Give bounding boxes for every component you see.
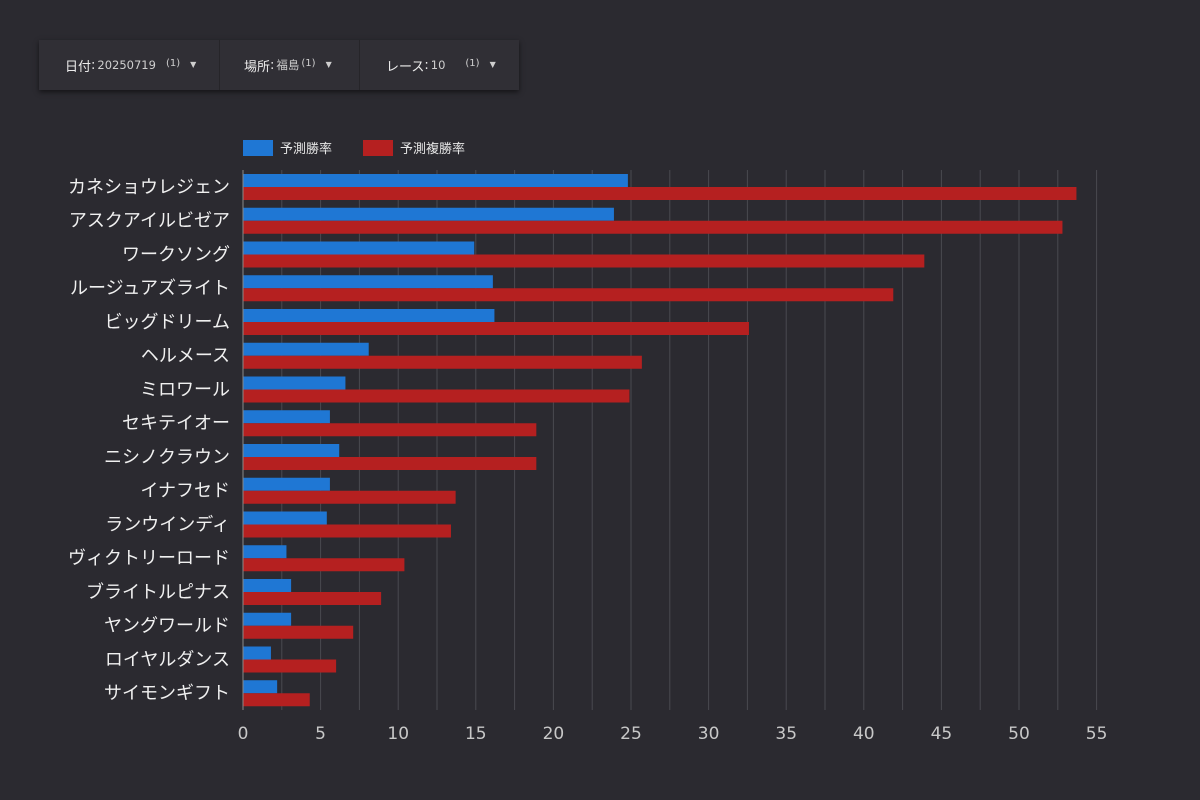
venue-filter-count: (1) [301,57,316,69]
date-filter-colon: : [91,57,96,73]
venue-filter-colon: : [270,57,275,73]
x-tick-label: 5 [315,724,326,744]
race-filter-label: レース [386,59,425,75]
date-filter[interactable]: 日付: 20250719 (1) ▼ [39,40,220,90]
x-tick-label: 45 [931,724,953,744]
win-rate-bar [243,309,495,322]
win-rate-bar [243,612,292,626]
category-label: ブライトルピナス [86,581,230,603]
place-rate-bar [243,389,630,403]
race-filter-count: (1) [465,57,480,69]
venue-filter-value: 福島 [276,58,300,72]
place-rate-bar [243,558,405,572]
x-tick-label: 20 [543,724,565,744]
win-rate-bar [243,511,327,525]
win-rate-bar [243,646,271,660]
category-label: ランウインディ [105,514,230,535]
category-label: ロイヤルダンス [105,649,230,670]
race-filter[interactable]: レース: 10 (1) ▼ [360,40,519,90]
category-label: ワークソング [122,244,230,265]
chevron-down-icon: ▼ [325,59,332,69]
win-rate-bar [243,545,287,559]
win-rate-bar [243,241,475,255]
win-rate-bar [243,477,330,491]
x-tick-label: 35 [775,724,797,744]
category-label: ヘルメース [141,346,230,367]
win-rate-bar [243,342,369,356]
place-rate-bar [243,254,925,268]
date-filter-value: 20250719 [97,58,156,72]
place-rate-bar [243,355,642,369]
win-rate-bar [243,207,614,221]
legend-label: 予測勝率 [280,141,332,157]
win-rate-bar [243,174,628,187]
place-rate-bar [243,524,451,538]
place-rate-bar [243,288,894,302]
x-tick-label: 55 [1086,724,1108,744]
category-label: ビッグドリーム [105,312,230,333]
place-rate-bar [243,490,456,504]
category-label: ヤングワールド [104,616,230,637]
x-tick-label: 50 [1008,724,1030,744]
win-rate-bar [243,579,292,592]
category-label: ヴィクトリーロード [68,548,230,569]
place-rate-bar [243,220,1063,234]
place-rate-bar [243,693,310,707]
place-rate-bar [243,187,1077,200]
legend-swatch [363,140,393,156]
place-rate-bar [243,625,354,639]
x-tick-label: 30 [698,724,720,744]
place-rate-bar [243,659,337,673]
chevron-down-icon: ▼ [190,59,197,69]
filter-bar: 日付: 20250719 (1) ▼ 場所: 福島 (1) ▼ レース: 10 … [39,40,519,90]
category-label: イナフセド [140,481,230,502]
place-rate-bar [243,457,537,470]
category-label: サイモンギフト [104,683,230,704]
legend-swatch [243,140,273,156]
chevron-down-icon: ▼ [489,59,496,69]
x-tick-label: 40 [853,724,875,744]
x-tick-label: 25 [620,724,642,744]
category-label: ルージュアズライト [70,278,230,299]
category-label: ニシノクラウン [104,447,230,468]
race-filter-value: 10 [430,58,446,72]
place-rate-bar [243,592,382,605]
category-label: セキテイオー [122,413,230,434]
date-filter-count: (1) [165,57,181,69]
win-rate-bar [243,680,278,694]
win-rate-bar [243,376,346,390]
x-tick-label: 0 [238,724,249,744]
date-filter-label: 日付 [65,59,92,75]
venue-filter-label: 場所 [244,59,271,75]
place-rate-bar [243,322,749,335]
race-filter-colon: : [424,57,429,73]
category-label: アスクアイルビゼア [69,211,230,232]
venue-filter[interactable]: 場所: 福島 (1) ▼ [220,40,360,90]
win-rate-bar [243,444,340,457]
x-tick-label: 10 [387,724,409,744]
win-rate-bar [243,275,493,289]
category-label: ミロワール [140,379,230,400]
place-rate-bar [243,423,537,437]
x-tick-label: 15 [465,724,487,744]
legend-label: 予測複勝率 [400,141,465,157]
category-label: カネショウレジェン [68,177,230,198]
win-rate-bar [243,410,330,424]
